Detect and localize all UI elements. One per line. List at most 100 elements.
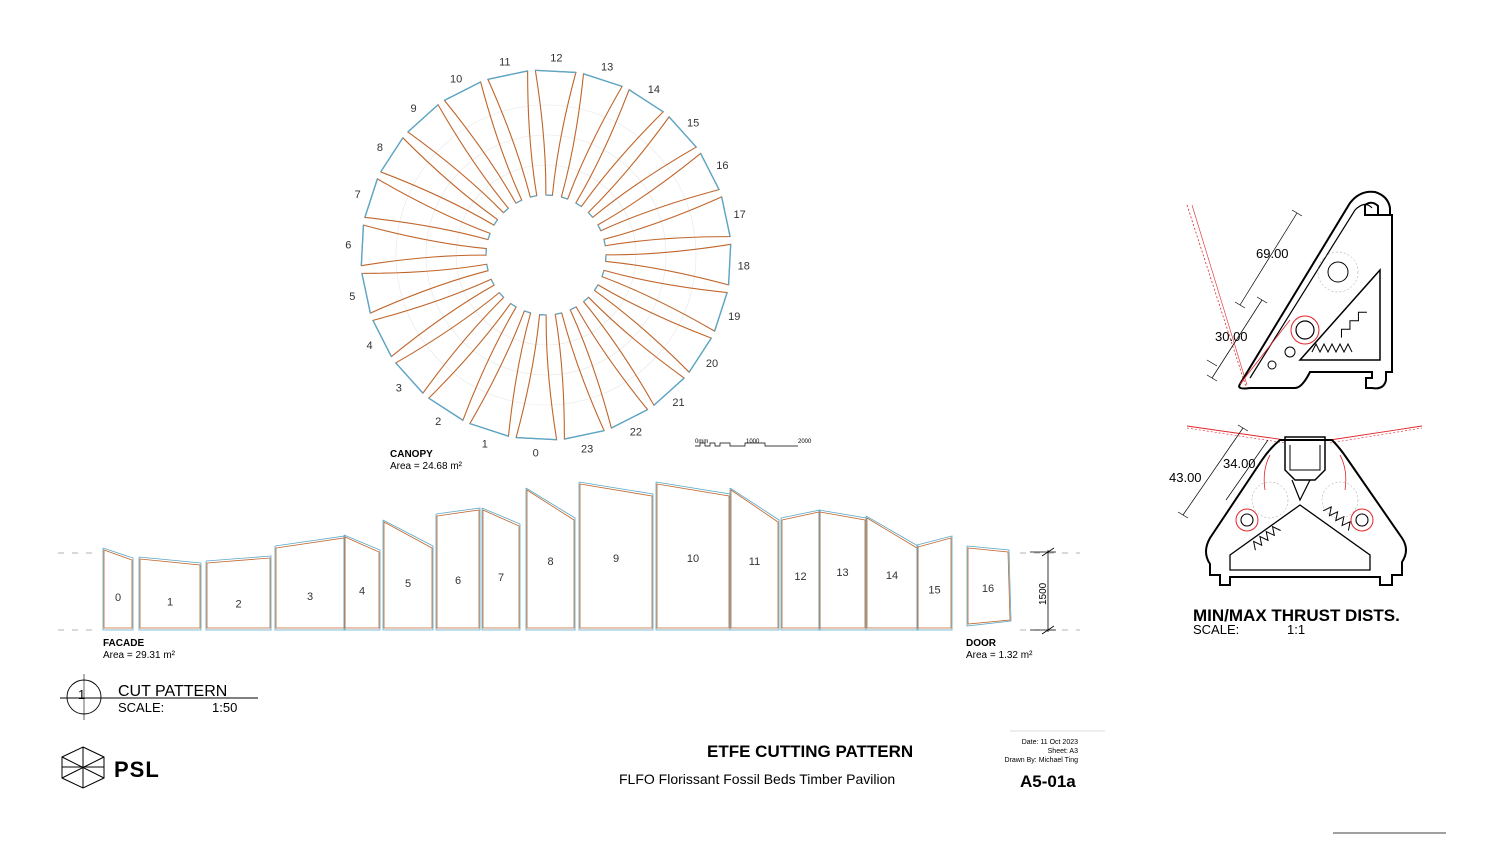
- facade-panel: [482, 509, 520, 629]
- facade-panel-edge: [916, 535, 953, 631]
- canopy-panel-number: 0: [533, 448, 539, 460]
- facade-panel-number: 8: [547, 556, 553, 568]
- canopy-panel: [534, 69, 577, 196]
- scale-bar-label-1000: 1000: [746, 439, 760, 445]
- facade-panel-edge: [382, 519, 434, 631]
- canopy-panel-number: 16: [716, 160, 728, 172]
- dim-43: 43.00: [1169, 470, 1202, 485]
- canopy-panel-edge: [628, 89, 664, 113]
- facade-panel: [917, 537, 952, 629]
- facade-panel-number: 15: [928, 585, 940, 597]
- facade-panel-number: 12: [794, 571, 806, 583]
- facade-panel-edge: [274, 535, 346, 631]
- canopy-panel: [487, 70, 538, 198]
- door-panel: [967, 547, 1011, 625]
- drawing-title: ETFE CUTTING PATTERN: [707, 742, 914, 761]
- canopy-panel: [605, 243, 732, 286]
- facade-area: Area = 29.31 m²: [103, 650, 175, 661]
- canopy-panel-number: 7: [355, 189, 361, 201]
- facade-panel-number: 14: [886, 570, 898, 582]
- canopy-panel-inner-edge: [530, 195, 537, 198]
- construction-ring: [395, 104, 697, 406]
- canopy-area: Area = 24.68 m²: [390, 461, 462, 472]
- sheet-size-text: Sheet: A3: [1047, 748, 1078, 755]
- canopy-panel-edge: [535, 69, 576, 74]
- facade-panel-number: 0: [115, 592, 121, 604]
- canopy-panel-number: 20: [706, 358, 718, 370]
- psl-logo-mark: [61, 746, 105, 789]
- facade-panel-edge: [205, 555, 272, 631]
- facade-panel-edge: [138, 556, 202, 631]
- canopy-panel-number: 22: [630, 426, 642, 438]
- canopy-panel-inner-edge: [593, 284, 599, 291]
- construction-ring: [425, 134, 667, 376]
- canopy-panel-number: 19: [728, 311, 740, 323]
- canopy-panel-inner-edge: [555, 312, 562, 315]
- canopy-panel-inner-edge: [575, 202, 582, 208]
- facade-panel: [344, 536, 380, 629]
- canopy-panel-number: 10: [450, 74, 462, 86]
- facade-panel-edge: [435, 507, 481, 631]
- canopy-panel: [361, 263, 489, 314]
- facade-panel-number: 7: [498, 572, 504, 584]
- canopy-panel-edge: [428, 397, 464, 421]
- canopy-panel-number: 5: [349, 291, 355, 303]
- canopy-panel-edge: [360, 225, 365, 266]
- scale-bar-label-0: 0mm: [695, 439, 708, 445]
- canopy-panel-inner-edge: [498, 292, 505, 298]
- canopy-panel: [569, 306, 649, 429]
- facade-panel-number: 11: [749, 556, 760, 568]
- canopy-panel-edge: [713, 292, 728, 332]
- canopy-panel-edge: [395, 362, 424, 394]
- canopy-panel-edge: [372, 320, 392, 357]
- canopy-panel-edge: [364, 178, 379, 218]
- dim-30: 30.00: [1215, 329, 1248, 344]
- cut-pattern-scale-label: SCALE:: [118, 700, 165, 715]
- canopy-panel-number: 18: [738, 260, 750, 272]
- facade-panel-edge: [102, 547, 134, 631]
- facade-panel-number: 5: [405, 578, 411, 590]
- canopy-panel-edge: [469, 422, 509, 437]
- canopy-panel-edge: [700, 153, 720, 190]
- canopy-panel-number: 12: [550, 52, 562, 64]
- thrust-detail-lower: [1177, 424, 1423, 586]
- canopy-panel-inner-edge: [597, 224, 602, 232]
- canopy-title: CANOPY: [390, 449, 433, 460]
- canopy-panel: [597, 152, 720, 232]
- canopy-panel-edge: [407, 104, 439, 133]
- facade-panel-number: 10: [687, 553, 699, 565]
- facade-panel: [103, 549, 133, 629]
- canopy-panel-edge: [611, 409, 648, 429]
- canopy-scale-bar: 0mm 1000 2000: [695, 439, 812, 447]
- facade-title: FACADE: [103, 638, 145, 649]
- canopy-panel-edge: [583, 73, 623, 88]
- canopy-panel-number: 17: [734, 209, 746, 221]
- facade-panel: [656, 483, 730, 629]
- thrust-scale-value: 1:1: [1287, 622, 1306, 637]
- facade-panel-number: 4: [359, 586, 365, 598]
- cut-pattern-scale-value: 1:50: [212, 700, 238, 715]
- canopy-panel-edge: [361, 273, 372, 314]
- facade-panel: [383, 521, 433, 629]
- thrust-scale-label: SCALE:: [1193, 622, 1240, 637]
- canopy-panel: [554, 312, 605, 440]
- facade-panel: [579, 483, 653, 629]
- canopy-panel-inner-edge: [486, 264, 489, 271]
- canopy-panel-number: 4: [367, 340, 373, 352]
- canopy-panel-number: 21: [672, 397, 684, 409]
- dim-69: 69.00: [1256, 246, 1289, 261]
- facade-height-value: 1500: [1038, 582, 1049, 605]
- canopy-panel-number: 2: [435, 416, 441, 428]
- project-name: FLFO Florissant Fossil Beds Timber Pavil…: [619, 771, 896, 787]
- drawn-by-text: Drawn By: Michael Ting: [1004, 757, 1078, 764]
- canopy-panel: [603, 196, 731, 247]
- facade-panel-number: 6: [455, 575, 461, 587]
- canopy-panel-inner-edge: [601, 270, 605, 277]
- canopy-panel-inner-edge: [490, 278, 495, 286]
- facade-panel-edge: [578, 481, 654, 631]
- facade-panel: [206, 557, 271, 629]
- facade-panel-number: 2: [235, 599, 241, 611]
- canopy-panel-inner-edge: [524, 310, 531, 314]
